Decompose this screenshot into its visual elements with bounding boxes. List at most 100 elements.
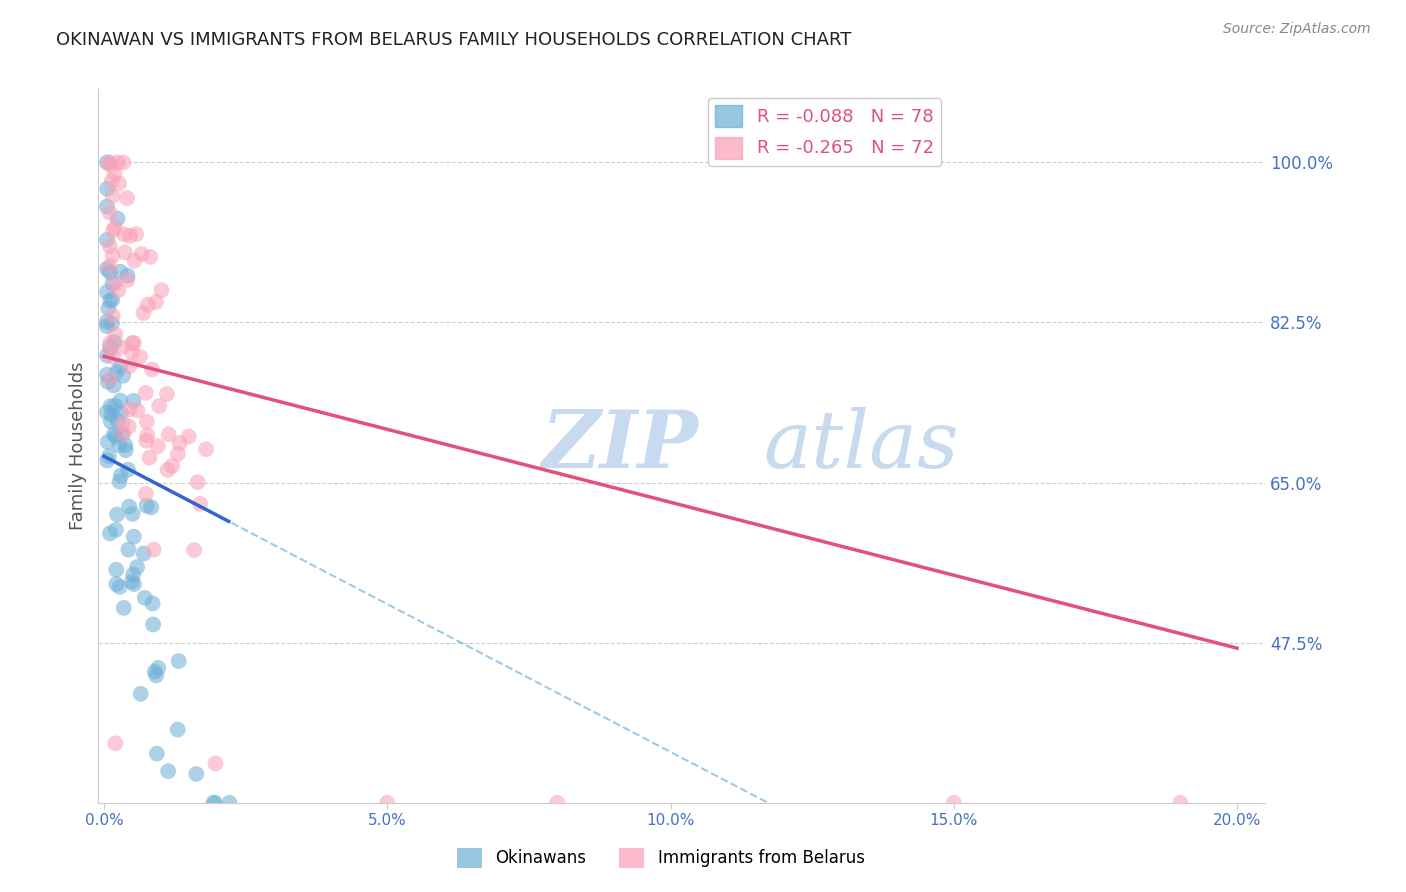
Point [169, 436, 191, 450]
Point [114, 245, 136, 260]
Point [101, 309, 124, 323]
Point [101, 277, 124, 291]
Point [156, 387, 179, 401]
Point [98, 206, 121, 220]
Text: atlas: atlas [763, 408, 959, 484]
Point [105, 563, 128, 577]
Point [167, 447, 190, 461]
Point [136, 428, 159, 442]
Point [187, 475, 209, 490]
Point [142, 542, 165, 557]
Point [98, 293, 121, 308]
Point [139, 250, 162, 264]
Point [103, 427, 125, 442]
Point [127, 560, 149, 574]
Point [96, 261, 118, 276]
Point [118, 402, 141, 417]
Point [122, 530, 145, 544]
Point [157, 764, 180, 779]
Point [110, 359, 132, 374]
Point [118, 359, 141, 374]
Point [110, 468, 132, 483]
Point [134, 591, 156, 605]
Legend: Okinawans, Immigrants from Belarus: Okinawans, Immigrants from Belarus [450, 841, 872, 875]
Point [96, 233, 118, 247]
Point [131, 247, 153, 261]
Point [98, 340, 121, 354]
Point [97, 375, 120, 389]
Point [115, 191, 138, 205]
Point [132, 547, 155, 561]
Text: Source: ZipAtlas.com: Source: ZipAtlas.com [1223, 22, 1371, 37]
Point [117, 463, 139, 477]
Point [98, 336, 121, 351]
Point [96, 319, 118, 334]
Point [202, 796, 225, 810]
Point [105, 577, 128, 591]
Point [111, 417, 134, 431]
Point [105, 508, 128, 522]
Point [101, 317, 124, 331]
Point [121, 507, 143, 521]
Point [98, 449, 121, 463]
Point [142, 597, 165, 611]
Point [375, 796, 398, 810]
Point [156, 463, 179, 477]
Point [98, 239, 121, 253]
Point [98, 155, 121, 169]
Point [96, 200, 118, 214]
Point [103, 335, 125, 350]
Point [132, 306, 155, 320]
Point [121, 574, 143, 589]
Point [141, 500, 163, 515]
Point [98, 526, 121, 541]
Point [135, 415, 157, 429]
Point [108, 475, 131, 489]
Point [118, 228, 141, 243]
Point [114, 438, 136, 452]
Point [136, 298, 159, 312]
Point [108, 177, 131, 191]
Point [96, 368, 118, 382]
Point [97, 435, 120, 450]
Point [135, 385, 157, 400]
Point [125, 227, 148, 242]
Point [135, 487, 157, 501]
Point [105, 413, 128, 427]
Point [100, 415, 122, 429]
Point [103, 378, 125, 392]
Point [141, 362, 163, 376]
Point [101, 293, 124, 307]
Point [166, 723, 188, 737]
Point [105, 365, 128, 379]
Point [104, 220, 127, 235]
Point [104, 277, 127, 291]
Point [127, 403, 149, 417]
Point [101, 189, 124, 203]
Point [942, 796, 965, 810]
Point [157, 427, 180, 442]
Point [104, 429, 127, 443]
Text: ZIP: ZIP [541, 408, 699, 484]
Point [143, 665, 166, 679]
Point [98, 158, 121, 172]
Point [96, 315, 118, 329]
Point [195, 442, 218, 457]
Point [124, 253, 146, 268]
Point [101, 174, 124, 188]
Point [145, 295, 167, 310]
Point [118, 419, 141, 434]
Point [112, 155, 135, 169]
Point [110, 340, 132, 354]
Point [112, 368, 135, 383]
Point [96, 285, 118, 299]
Point [122, 393, 145, 408]
Point [108, 438, 131, 452]
Point [110, 265, 132, 279]
Point [96, 349, 118, 363]
Point [129, 350, 152, 364]
Point [121, 345, 143, 359]
Point [204, 756, 226, 771]
Point [117, 273, 139, 287]
Point [146, 439, 169, 453]
